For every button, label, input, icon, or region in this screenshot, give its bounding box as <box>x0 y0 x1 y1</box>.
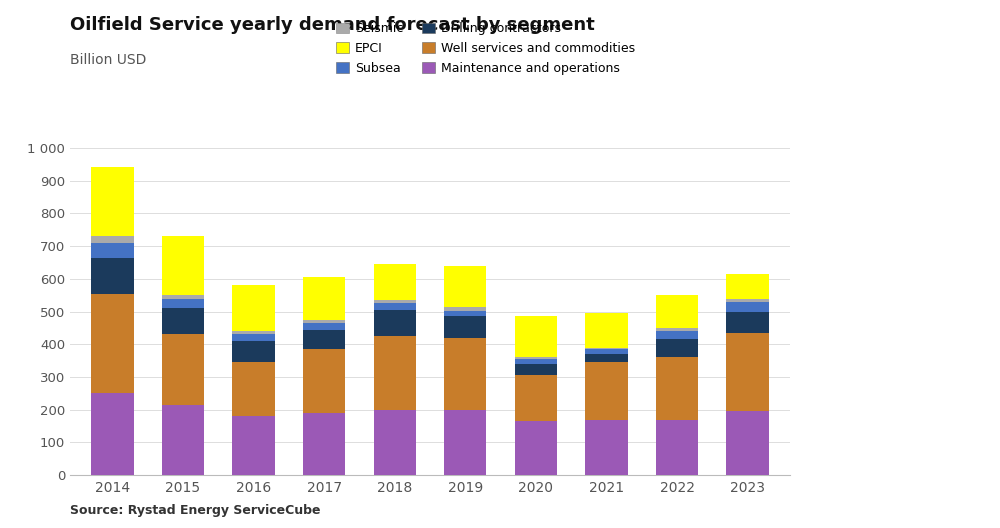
Bar <box>656 357 698 420</box>
Bar <box>374 264 416 300</box>
Text: Oilfield Service yearly demand forecast by segment: Oilfield Service yearly demand forecast … <box>70 16 595 34</box>
Legend: Seismic, EPCI, Subsea, Drilling contractors, Well services and commodities, Main: Seismic, EPCI, Subsea, Drilling contract… <box>336 22 635 75</box>
Bar <box>91 236 134 243</box>
Bar <box>162 295 204 299</box>
Bar <box>656 420 698 475</box>
Bar <box>444 307 486 310</box>
Bar <box>726 333 769 411</box>
Text: Billion USD: Billion USD <box>70 53 146 67</box>
Bar <box>656 340 698 357</box>
Bar <box>232 334 275 341</box>
Bar <box>374 303 416 310</box>
Bar <box>162 236 204 295</box>
Bar <box>444 410 486 475</box>
Bar <box>232 416 275 475</box>
Bar <box>232 362 275 416</box>
Bar <box>91 294 134 393</box>
Bar <box>91 167 134 236</box>
Bar <box>303 277 345 319</box>
Bar <box>303 349 345 413</box>
Bar <box>91 393 134 475</box>
Bar <box>585 362 628 420</box>
Bar <box>91 243 134 258</box>
Text: Source: Rystad Energy ServiceCube: Source: Rystad Energy ServiceCube <box>70 504 320 517</box>
Bar <box>374 410 416 475</box>
Bar <box>726 312 769 333</box>
Bar <box>726 299 769 303</box>
Bar <box>162 308 204 334</box>
Bar <box>726 303 769 312</box>
Bar <box>515 421 557 475</box>
Bar <box>91 258 134 294</box>
Bar <box>585 349 628 354</box>
Bar <box>585 420 628 475</box>
Bar <box>232 341 275 362</box>
Bar <box>515 375 557 421</box>
Bar <box>444 316 486 338</box>
Bar <box>515 316 557 357</box>
Bar <box>303 413 345 475</box>
Bar <box>303 323 345 329</box>
Bar <box>585 313 628 347</box>
Bar <box>374 300 416 303</box>
Bar <box>515 364 557 375</box>
Bar <box>585 347 628 349</box>
Bar <box>162 334 204 405</box>
Bar <box>232 331 275 334</box>
Bar <box>303 329 345 349</box>
Bar <box>656 295 698 328</box>
Bar <box>444 266 486 307</box>
Bar <box>444 338 486 410</box>
Bar <box>374 310 416 336</box>
Bar <box>726 274 769 299</box>
Bar <box>656 328 698 331</box>
Bar <box>303 319 345 323</box>
Bar <box>162 299 204 308</box>
Bar <box>656 331 698 340</box>
Bar <box>585 354 628 362</box>
Bar <box>515 357 557 359</box>
Bar <box>232 285 275 331</box>
Bar <box>162 405 204 475</box>
Bar <box>444 310 486 316</box>
Bar <box>374 336 416 410</box>
Bar <box>515 359 557 364</box>
Bar <box>726 411 769 475</box>
